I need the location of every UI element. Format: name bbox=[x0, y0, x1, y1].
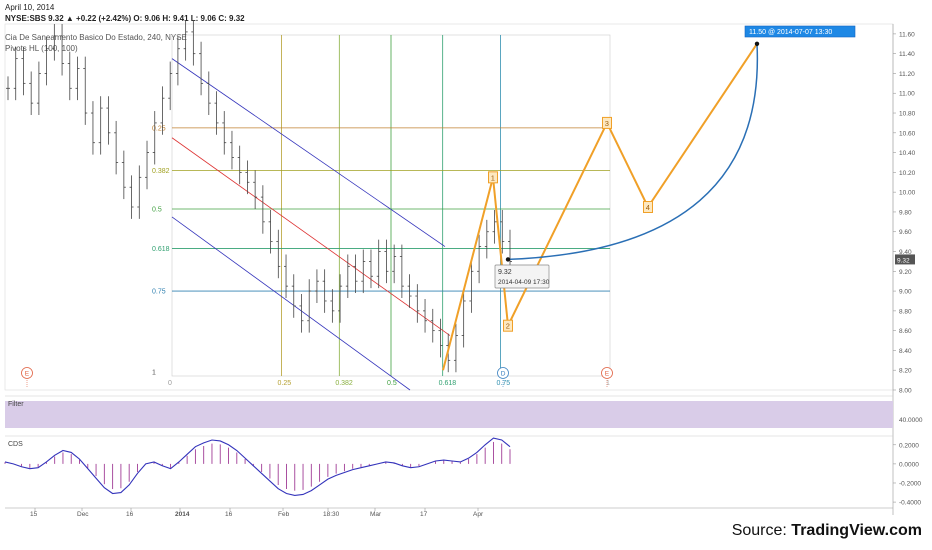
fib-time-label: 0.25 bbox=[278, 380, 292, 387]
event-marker-circle bbox=[497, 367, 509, 379]
y-tick-label: 9.00 bbox=[899, 289, 912, 296]
source-brand[interactable]: TradingView.com bbox=[791, 522, 922, 539]
x-tick-label: 2014 bbox=[175, 511, 190, 518]
last-price-label: 9.32 bbox=[897, 257, 910, 264]
cds-pane-title: CDS bbox=[8, 441, 23, 448]
filter-pane-title: Filter bbox=[8, 401, 24, 408]
y-tick-label: 9.60 bbox=[899, 229, 912, 236]
current-callout-time: 2014-04-09 17:30 bbox=[498, 279, 550, 286]
study-label: Pivots HL (100, 100) bbox=[5, 44, 78, 53]
x-tick-label: 18:30 bbox=[323, 511, 340, 518]
fib-level-label: 0.5 bbox=[152, 206, 162, 213]
event-marker-label: E bbox=[25, 371, 30, 378]
fib-level-label: 1 bbox=[152, 370, 156, 377]
x-tick-label: Feb bbox=[278, 511, 290, 518]
pattern-point-box bbox=[602, 116, 612, 129]
pattern-point-label: 3 bbox=[605, 119, 609, 128]
filter-area bbox=[5, 401, 893, 428]
event-marker-circle bbox=[21, 367, 33, 379]
cds-tick-label: -0.2000 bbox=[899, 480, 921, 487]
y-tick-label: 10.40 bbox=[899, 150, 916, 157]
fib-level-label: 0.25 bbox=[152, 125, 166, 132]
target-callout-box bbox=[744, 25, 856, 38]
y-tick-label: 9.20 bbox=[899, 269, 912, 276]
pattern-line bbox=[442, 43, 758, 371]
y-tick-label: 10.60 bbox=[899, 130, 916, 137]
pattern-point-box bbox=[488, 171, 498, 184]
target-callout-text: 11.50 @ 2014-07-07 13:30 bbox=[749, 29, 832, 36]
y-tick-label: 11.60 bbox=[899, 31, 915, 38]
y-tick-label: 8.80 bbox=[899, 308, 912, 315]
date-label: April 10, 2014 bbox=[5, 3, 55, 12]
projection-arc bbox=[507, 43, 759, 261]
fib-level-label: 0.75 bbox=[152, 289, 166, 296]
y-tick-label: 10.20 bbox=[899, 170, 916, 177]
filter-tick-label: 40.0000 bbox=[899, 417, 923, 424]
x-tick-label: Dec bbox=[77, 511, 89, 518]
fib-time-label: 0.75 bbox=[497, 380, 511, 387]
chart-title: Cia De Saneamento Basico Do Estado, 240,… bbox=[5, 33, 187, 42]
y-tick-label: 10.80 bbox=[899, 111, 916, 118]
y-tick-label: 11.00 bbox=[899, 91, 915, 98]
y-tick-label: 11.40 bbox=[899, 51, 915, 58]
fib-level-label: 0.382 bbox=[152, 168, 170, 175]
cds-tick-label: 0.2000 bbox=[899, 442, 919, 449]
pattern-point-label: 1 bbox=[491, 173, 495, 182]
y-tick-label: 8.60 bbox=[899, 328, 912, 335]
target-point-dot bbox=[754, 41, 760, 46]
y-tick-label: 8.00 bbox=[899, 388, 912, 395]
pattern-point-box bbox=[643, 201, 653, 213]
fib-time-label: 0 bbox=[168, 380, 172, 387]
y-tick-label: 10.00 bbox=[899, 190, 916, 197]
x-tick-label: Apr bbox=[473, 511, 484, 518]
y-tick-label: 9.80 bbox=[899, 209, 912, 216]
y-tick-label: 8.20 bbox=[899, 368, 912, 375]
channel-upper-line bbox=[171, 58, 446, 247]
channel-mid-line bbox=[171, 137, 451, 336]
fib-level-label: 0.618 bbox=[152, 246, 170, 253]
x-tick-label: 15 bbox=[30, 511, 38, 518]
pattern-point-box bbox=[503, 319, 513, 332]
fib-time-label: 1 bbox=[606, 380, 610, 387]
fib-time-label: 0.618 bbox=[439, 380, 457, 387]
cds-tick-label: -0.4000 bbox=[899, 500, 921, 507]
last-price-tag bbox=[895, 254, 915, 265]
quote-line: NYSE:SBS 9.32 ▲ +0.22 (+2.42%) O: 9.06 H… bbox=[5, 14, 245, 23]
fib-time-label: 0.382 bbox=[335, 380, 353, 387]
pattern-point-label: 4 bbox=[646, 203, 650, 212]
source-label: Source: bbox=[731, 522, 787, 539]
x-tick-label: 16 bbox=[126, 511, 134, 518]
cds-tick-label: 0.0000 bbox=[899, 461, 919, 468]
y-tick-label: 9.40 bbox=[899, 249, 912, 256]
channel-lower-line bbox=[171, 216, 411, 391]
current-point-dot bbox=[505, 257, 511, 262]
pattern-point-label: 2 bbox=[506, 322, 510, 331]
fib-time-label: 0.5 bbox=[387, 380, 397, 387]
event-marker-label: E bbox=[605, 371, 610, 378]
y-tick-label: 11.20 bbox=[899, 71, 915, 78]
x-tick-label: 17 bbox=[420, 511, 428, 518]
x-tick-label: 16 bbox=[225, 511, 233, 518]
current-callout-price: 9.32 bbox=[498, 269, 512, 276]
source-credit: Source: TradingView.com bbox=[732, 522, 922, 540]
current-callout-box bbox=[494, 264, 550, 289]
event-marker-circle bbox=[601, 367, 613, 379]
x-tick-label: Mar bbox=[370, 511, 382, 518]
event-marker-label: D bbox=[501, 371, 506, 378]
cds-line bbox=[4, 437, 511, 496]
y-tick-label: 8.40 bbox=[899, 348, 912, 355]
